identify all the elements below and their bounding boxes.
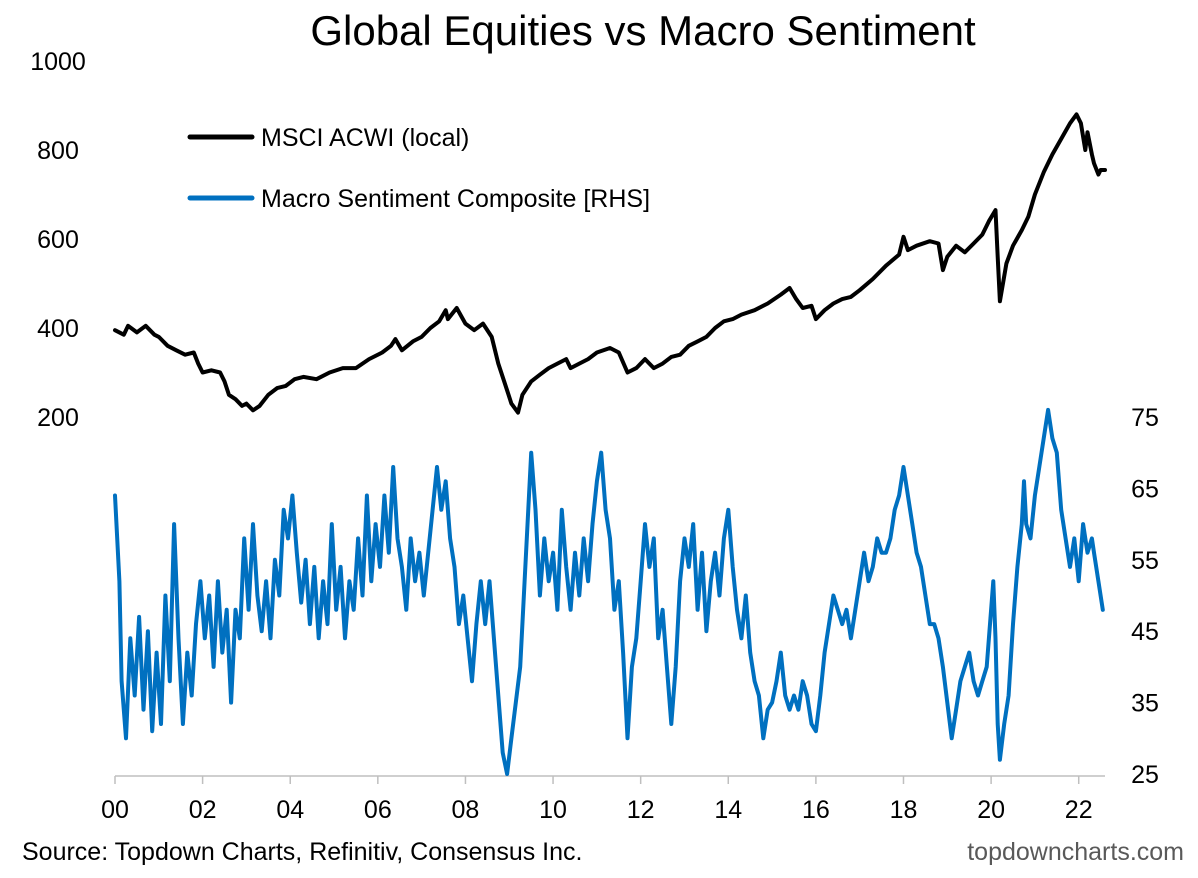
x-tick-label: 22 <box>1065 796 1093 824</box>
right-tick-label: 75 <box>1131 404 1159 432</box>
x-tick-label: 02 <box>189 796 217 824</box>
x-tick-label: 08 <box>452 796 480 824</box>
x-tick-label: 10 <box>539 796 567 824</box>
x-tick-label: 16 <box>802 796 830 824</box>
legend-label: MSCI ACWI (local) <box>261 124 469 152</box>
left-tick-label: 1000 <box>30 48 86 76</box>
x-tick-label: 14 <box>714 796 742 824</box>
legend: MSCI ACWI (local) Macro Sentiment Composi… <box>187 124 650 213</box>
plot-area <box>113 112 1107 776</box>
left-tick-label: 200 <box>37 404 79 432</box>
macro-sentiment-line <box>113 407 1105 776</box>
left-tick-label: 800 <box>37 137 79 165</box>
x-tick-label: 06 <box>364 796 392 824</box>
x-tick-label: 12 <box>627 796 655 824</box>
x-tick-label: 18 <box>890 796 918 824</box>
x-tick-label: 04 <box>276 796 304 824</box>
right-tick-label: 45 <box>1131 618 1159 646</box>
right-tick-label: 55 <box>1131 547 1159 575</box>
right-axis: 25 35 45 55 65 75 <box>1131 404 1159 789</box>
x-tick-label: 00 <box>101 796 129 824</box>
left-axis: 200 400 600 800 1000 <box>30 48 86 432</box>
right-tick-label: 65 <box>1131 475 1159 503</box>
right-tick-label: 35 <box>1131 690 1159 718</box>
source-note: Source: Topdown Charts, Refinitiv, Conse… <box>22 838 583 866</box>
chart-title: Global Equities vs Macro Sentiment <box>310 7 976 54</box>
x-tick-label: 20 <box>977 796 1005 824</box>
watermark: topdowncharts.com <box>967 838 1184 866</box>
legend-label: Macro Sentiment Composite [RHS] <box>261 185 650 213</box>
left-tick-label: 400 <box>37 315 79 343</box>
x-axis: 00 02 04 06 08 10 12 14 16 18 20 22 <box>101 776 1093 824</box>
msci-acwi-line <box>113 112 1107 415</box>
left-tick-label: 600 <box>37 226 79 254</box>
right-tick-label: 25 <box>1131 761 1159 789</box>
